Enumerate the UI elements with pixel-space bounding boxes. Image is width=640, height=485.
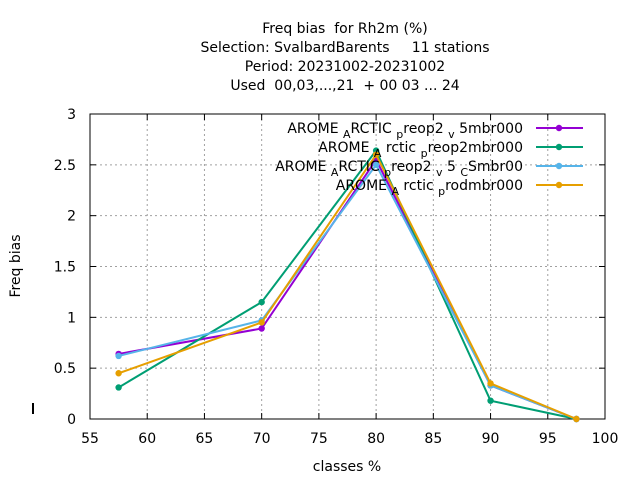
y-tick-label: 1.5 xyxy=(54,260,76,276)
title-line-1: Freq bias for Rh2m (%) xyxy=(262,21,428,37)
x-tick-label: 75 xyxy=(310,431,328,447)
series-line xyxy=(118,157,577,420)
axis-ticks: 55 60 65 70 75 80 85 90 95 100 0 0.5 1 1.5 2 2.5 3 xyxy=(54,107,619,447)
y-tick-label: 0 xyxy=(67,412,76,428)
legend-swatch-marker xyxy=(555,181,563,189)
series-lines xyxy=(115,147,580,423)
data-point xyxy=(258,298,265,306)
legend-label: AROME A rctic preop2mbr000 xyxy=(318,140,523,160)
title-line-3: Period: 20231002-20231002 xyxy=(245,59,445,75)
y-axis-label: Freq bias xyxy=(8,234,24,297)
x-tick-label: 95 xyxy=(539,431,557,447)
x-tick-label: 85 xyxy=(424,431,442,447)
data-point xyxy=(487,380,494,387)
data-point xyxy=(258,319,265,326)
series-4 xyxy=(115,151,580,423)
data-point xyxy=(115,352,122,360)
legend-item-4: AROME A rctic prodmbr000 xyxy=(336,178,583,198)
legend-swatch-marker xyxy=(555,162,563,170)
data-point xyxy=(258,325,265,332)
x-tick-label: 80 xyxy=(367,431,385,447)
legend-item-3: AROME ARCTIC preop2 v 5 CSmbr00 xyxy=(275,159,583,179)
y-tick-label: 2.5 xyxy=(54,158,76,174)
legend-swatch-marker xyxy=(555,143,563,151)
series-line xyxy=(118,162,577,420)
data-point xyxy=(115,384,122,391)
data-point xyxy=(372,151,380,158)
legend-swatch-marker xyxy=(555,124,563,132)
x-tick-label: 55 xyxy=(81,431,99,447)
title-line-2: Selection: SvalbardBarents 11 stations xyxy=(200,40,489,56)
y-tick-label: 3 xyxy=(67,107,76,123)
data-point xyxy=(573,415,580,423)
y-tick-label: 1 xyxy=(67,310,76,326)
x-tick-label: 100 xyxy=(592,431,619,447)
title-line-4: Used 00,03,...,21 + 00 03 ... 24 xyxy=(230,78,459,94)
grid xyxy=(90,114,605,419)
series-line xyxy=(118,152,577,420)
x-tick-label: 70 xyxy=(253,431,271,447)
legend-label: AROME ARCTIC preop2 v 5 CSmbr00 xyxy=(275,159,523,179)
y-tick-label: 2 xyxy=(67,209,76,225)
data-point xyxy=(487,397,494,404)
legend-label: AROME A rctic prodmbr000 xyxy=(336,178,523,198)
legend-item-1: AROME ARCTIC preop2 v 5mbr000 xyxy=(287,121,583,141)
x-tick-label: 65 xyxy=(196,431,214,447)
x-tick-label: 90 xyxy=(482,431,500,447)
y-tick-label: 0.5 xyxy=(54,361,76,377)
chart-title: Freq bias for Rh2m (%) Selection: Svalbar… xyxy=(200,21,489,94)
x-tick-label: 60 xyxy=(138,431,156,447)
legend-item-2: AROME A rctic preop2mbr000 xyxy=(318,140,583,160)
data-point xyxy=(372,161,380,169)
legend-label: AROME ARCTIC preop2 v 5mbr000 xyxy=(287,121,523,141)
x-axis-label: classes % xyxy=(313,459,381,475)
data-point xyxy=(115,370,122,377)
